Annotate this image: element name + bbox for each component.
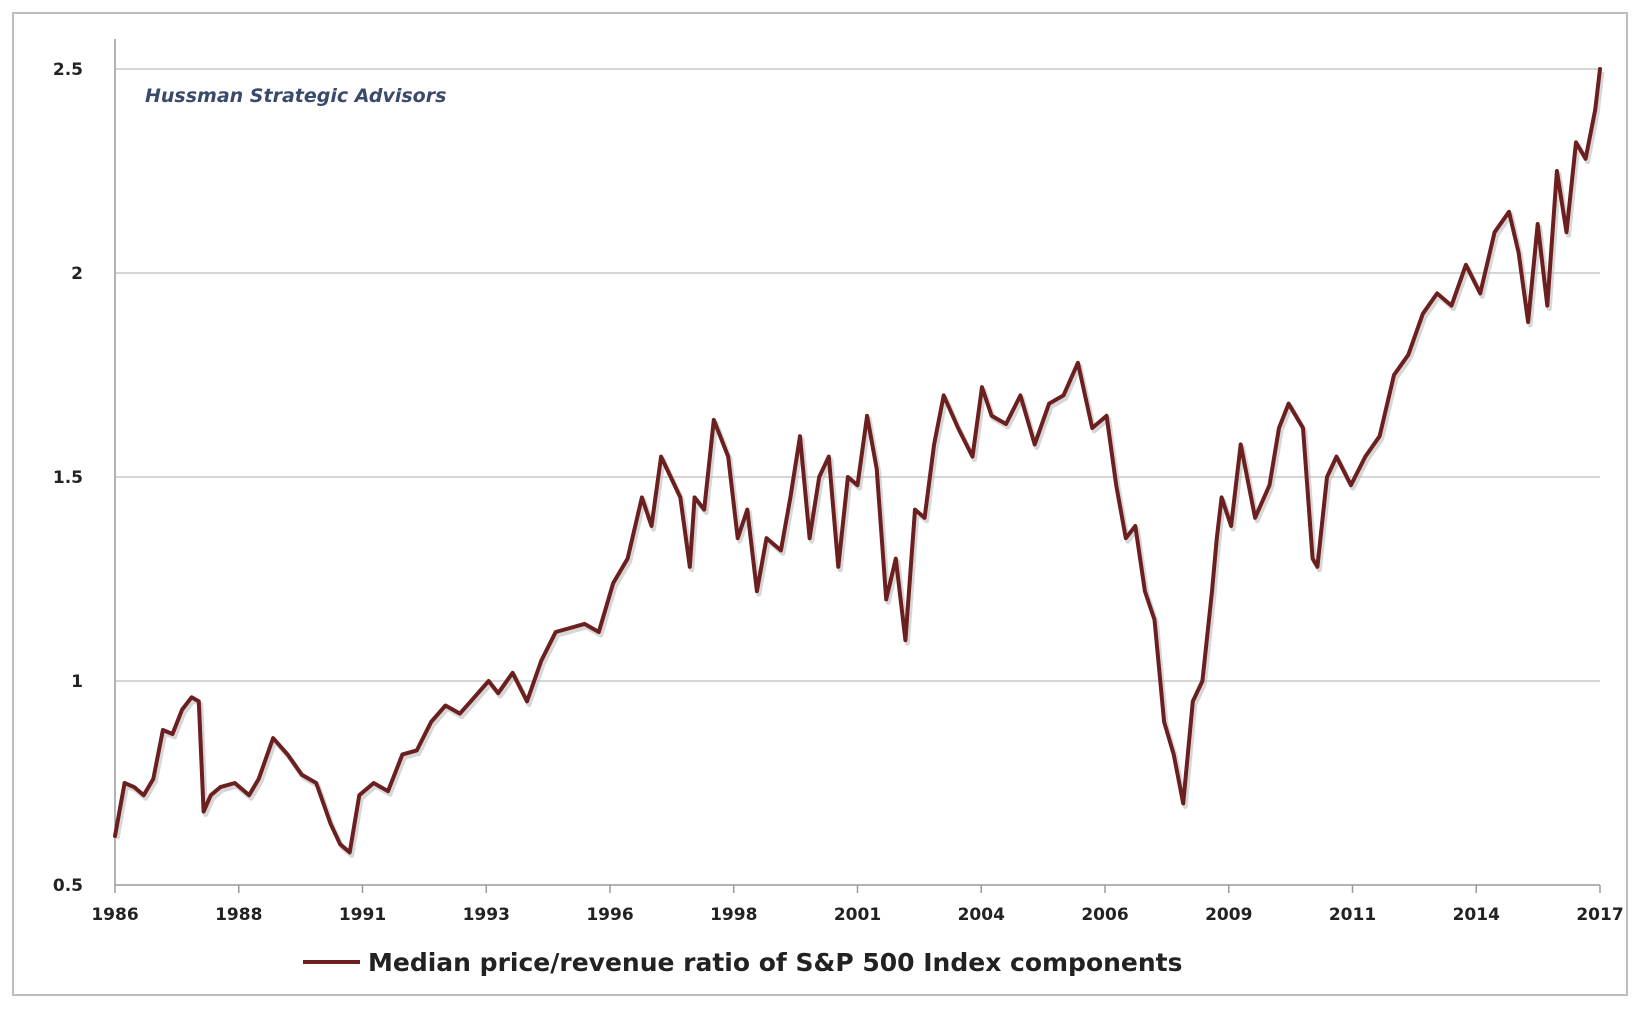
y-tick-label: 1.5: [53, 468, 83, 488]
legend: Median price/revenue ratio of S&P 500 In…: [303, 948, 1183, 977]
x-tick-labels: 1986 1988 1991 1993 1996 1998 2001 2004 2006 2009…: [91, 905, 1623, 925]
y-tick-label: 1: [71, 672, 83, 692]
x-tick-label: 1988: [215, 905, 262, 925]
y-tick-label: 0.5: [53, 876, 83, 896]
x-tick-label: 1991: [339, 905, 386, 925]
x-tick-label: 2001: [834, 905, 881, 925]
x-tick-label: 2004: [958, 905, 1005, 925]
x-tick-label: 2009: [1205, 905, 1252, 925]
axes: [114, 39, 1601, 893]
watermark-label: Hussman Strategic Advisors: [145, 85, 446, 107]
series-line-0: [113, 67, 1602, 855]
gridlines: [115, 68, 1600, 682]
x-tick-label: 1998: [710, 905, 757, 925]
y-tick-label: 2: [71, 264, 83, 284]
x-tick-label: 2014: [1453, 905, 1500, 925]
x-tick-label: 2017: [1576, 905, 1623, 925]
x-tick-label: 2006: [1081, 905, 1128, 925]
x-tick-label: 1986: [91, 905, 138, 925]
series-lines: [113, 67, 1605, 858]
x-tick-label: 1996: [586, 905, 633, 925]
y-tick-labels: 0.5 1 1.5 2 2.5: [53, 60, 83, 896]
legend-entry: Median price/revenue ratio of S&P 500 In…: [368, 948, 1183, 977]
x-tick-label: 2011: [1329, 905, 1376, 925]
x-tick-label: 1993: [463, 905, 510, 925]
y-tick-label: 2.5: [53, 60, 83, 80]
chart-frame: [12, 12, 1628, 996]
